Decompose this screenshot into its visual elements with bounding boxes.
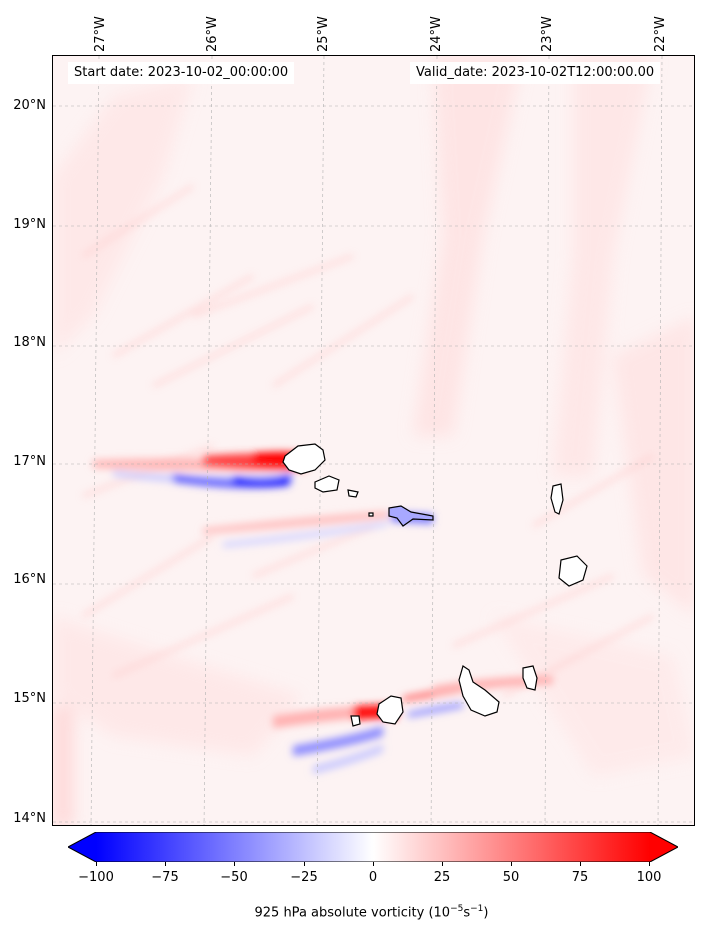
colorbar-min-extend xyxy=(68,832,96,862)
lat-label-19n: 19°N xyxy=(13,217,46,232)
island-maio xyxy=(522,665,538,691)
cb-tickmark xyxy=(165,862,166,866)
island-sao-vicente xyxy=(314,475,340,493)
background-streaks xyxy=(81,184,655,698)
islands xyxy=(282,443,588,727)
island-sal xyxy=(550,483,564,515)
island-santiago xyxy=(458,665,500,717)
colorbar-max-extend xyxy=(650,832,678,862)
graticule xyxy=(53,56,694,825)
island-santo-antao xyxy=(282,443,326,475)
background-bands xyxy=(53,56,694,825)
lon-label-24w: 24°W xyxy=(429,16,444,52)
cb-tick-label: 0 xyxy=(368,870,378,885)
lat-label-15n: 15°N xyxy=(13,691,46,706)
lon-label-22w: 22°W xyxy=(653,16,668,52)
lat-label-14n: 14°N xyxy=(13,811,46,826)
vorticity-streaks xyxy=(93,451,553,774)
valid-date-box: Valid_date: 2023-10-02T12:00:00.00 xyxy=(410,62,661,84)
island-santa-luzia xyxy=(347,489,359,498)
island-brava xyxy=(350,715,361,727)
lon-label-25w: 25°W xyxy=(316,16,331,52)
cb-tickmark xyxy=(304,862,305,866)
cb-tickmark xyxy=(580,862,581,866)
lon-label-27w: 27°W xyxy=(93,16,108,52)
vorticity-map[interactable] xyxy=(52,55,695,826)
colorbar xyxy=(68,832,678,862)
island-sao-nicolau xyxy=(388,505,434,527)
cb-tickmark xyxy=(649,862,650,866)
cb-tickmark xyxy=(96,862,97,866)
cb-tick-label: −75 xyxy=(151,870,179,885)
cb-tickmark xyxy=(511,862,512,866)
lon-label-23w: 23°W xyxy=(540,16,555,52)
start-date-box: Start date: 2023-10-02_00:00:00 xyxy=(68,62,295,84)
cb-tick-label: 75 xyxy=(571,870,589,885)
cb-tickmark xyxy=(234,862,235,866)
cb-tick-label: −25 xyxy=(290,870,318,885)
colorbar-label: 925 hPa absolute vorticity (10−5s−1) xyxy=(254,904,489,921)
island-raso xyxy=(368,512,374,517)
lat-label-18n: 18°N xyxy=(13,335,46,350)
cb-tick-label: −100 xyxy=(78,870,114,885)
cb-tick-label: 25 xyxy=(433,870,451,885)
lon-label-26w: 26°W xyxy=(205,16,220,52)
island-boa-vista xyxy=(558,555,588,587)
cb-tickmark xyxy=(442,862,443,866)
cb-tickmark xyxy=(373,862,374,866)
lat-label-17n: 17°N xyxy=(13,454,46,469)
cb-tick-label: −50 xyxy=(220,870,248,885)
lat-label-16n: 16°N xyxy=(13,572,46,587)
colorbar-gradient xyxy=(96,832,650,862)
cb-tick-label: 100 xyxy=(636,870,662,885)
cb-tick-label: 50 xyxy=(502,870,520,885)
lat-label-20n: 20°N xyxy=(13,98,46,113)
vorticity-field xyxy=(53,56,694,825)
island-fogo xyxy=(376,695,404,725)
